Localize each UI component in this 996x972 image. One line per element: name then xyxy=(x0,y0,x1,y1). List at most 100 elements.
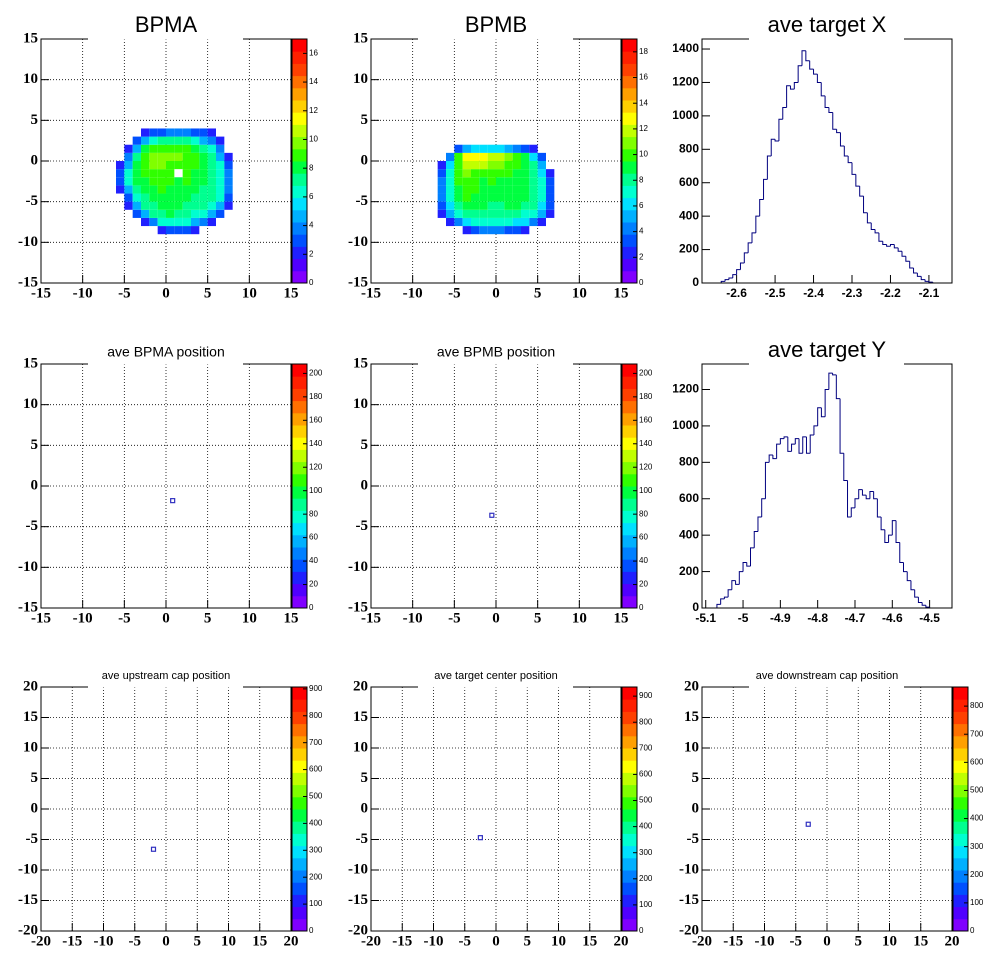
y-tick-label: -5 xyxy=(26,831,39,847)
hist-step xyxy=(732,274,737,278)
cell xyxy=(132,193,141,202)
cell xyxy=(157,209,166,218)
colorbar-band xyxy=(622,595,637,609)
x-tick-label: 0 xyxy=(162,610,170,626)
cell xyxy=(157,177,166,186)
cell xyxy=(216,185,225,194)
hist-step xyxy=(794,438,800,445)
x-tick-label: -10 xyxy=(403,610,423,626)
x-tick-label: 20 xyxy=(284,933,299,949)
y-tick-label: 600 xyxy=(679,175,699,189)
colorbar-band xyxy=(953,906,968,920)
hist-step xyxy=(724,279,729,282)
cell xyxy=(216,161,225,170)
hist-step xyxy=(921,602,926,606)
colorbar-band xyxy=(292,882,307,895)
colorbar-band xyxy=(622,699,637,712)
x-tick-label: -2.3 xyxy=(842,286,863,300)
cell xyxy=(496,193,505,202)
cell xyxy=(512,209,521,218)
x-tick-label: 15 xyxy=(614,610,629,626)
cell xyxy=(224,201,233,210)
colorbar-band xyxy=(292,161,307,174)
y-tick-label: 1000 xyxy=(672,418,699,432)
hist-step xyxy=(759,198,764,217)
hist-step xyxy=(735,580,740,585)
cell xyxy=(141,144,150,153)
cell xyxy=(141,201,150,210)
cell xyxy=(454,161,463,170)
hist-step xyxy=(897,247,902,252)
colorbar-band xyxy=(622,510,637,524)
x-tick-label: -10 xyxy=(73,610,93,626)
cell xyxy=(182,226,191,235)
hist-step xyxy=(772,455,777,460)
title-box xyxy=(418,657,573,688)
colorbar-band xyxy=(953,821,968,834)
colorbar-band xyxy=(953,748,968,761)
hist-step xyxy=(746,562,751,567)
cell xyxy=(191,201,200,210)
cell xyxy=(207,185,216,194)
x-tick-label: 5 xyxy=(534,610,542,626)
panel-title: ave upstream cap position xyxy=(102,670,230,682)
colorbar-band xyxy=(292,270,307,284)
z-tick-label: 100 xyxy=(309,486,323,495)
hist-step xyxy=(910,580,915,591)
y-tick-label: 200 xyxy=(679,242,699,256)
y-tick-label: 0 xyxy=(31,152,39,168)
x-tick-label: -15 xyxy=(31,285,51,301)
colorbar-band xyxy=(292,870,307,883)
cell xyxy=(546,177,555,186)
cell xyxy=(216,152,225,161)
cell xyxy=(224,193,233,202)
cell xyxy=(166,152,175,161)
z-tick-label: 900 xyxy=(309,684,323,693)
z-tick-label: 12 xyxy=(639,124,648,133)
colorbar-band xyxy=(622,376,637,389)
point xyxy=(170,498,176,504)
cell xyxy=(191,185,200,194)
y-tick-label: -5 xyxy=(26,193,39,209)
colorbar-band xyxy=(292,760,307,773)
cell xyxy=(141,217,150,227)
hist-step xyxy=(779,438,785,445)
colorbar-band xyxy=(622,87,637,101)
cell xyxy=(149,209,158,218)
z-tick-label: 20 xyxy=(639,580,648,589)
cell xyxy=(141,177,150,186)
cell xyxy=(437,193,446,202)
cell xyxy=(487,193,496,202)
cell xyxy=(174,226,183,235)
cell xyxy=(207,177,216,186)
hist-step xyxy=(770,138,776,156)
cell xyxy=(471,169,480,178)
cell xyxy=(216,201,225,210)
hist-step xyxy=(787,436,792,452)
cell xyxy=(462,169,471,178)
hist-step xyxy=(836,129,841,134)
z-tick-label: 10 xyxy=(309,135,318,144)
colorbar-band xyxy=(292,595,307,609)
colorbar-band xyxy=(292,412,307,426)
x-tick-label: 10 xyxy=(882,933,897,949)
y-tick-label: -15 xyxy=(679,892,699,908)
colorbar-band xyxy=(292,209,307,223)
y-tick-label: 15 xyxy=(353,30,368,46)
cell xyxy=(512,193,521,202)
cell xyxy=(166,161,175,170)
cell xyxy=(529,201,538,210)
colorbar-band xyxy=(622,148,637,162)
y-tick-label: 1200 xyxy=(672,75,699,89)
cell xyxy=(479,169,488,178)
cell xyxy=(141,193,150,202)
hist-step xyxy=(847,480,852,518)
hist-step xyxy=(768,454,773,463)
cell xyxy=(546,185,555,194)
y-tick-label: 1000 xyxy=(672,108,699,122)
x-tick-label: 5 xyxy=(534,285,542,301)
x-tick-label: 10 xyxy=(242,285,257,301)
hist-step xyxy=(851,162,856,175)
x-tick-label: 10 xyxy=(551,933,566,949)
cell xyxy=(471,177,480,186)
